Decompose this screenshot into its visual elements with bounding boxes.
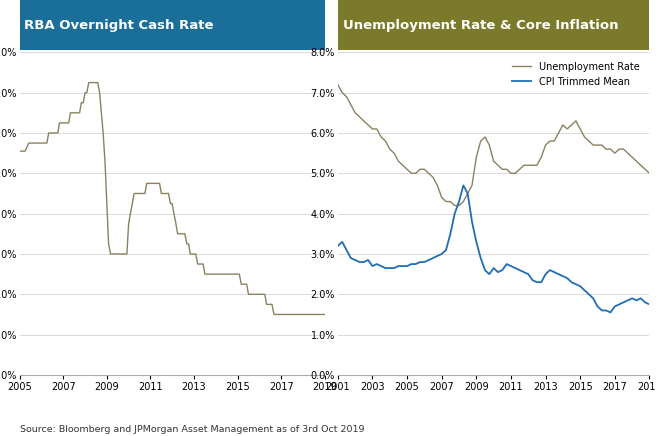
Unemployment Rate	[594, 143, 602, 148]
Unemployment Rate	[589, 143, 597, 148]
CPI Trimmed Mean	[459, 183, 467, 188]
Text: Source: Bloomberg and JPMorgan Asset Management as of 3rd Oct 2019: Source: Bloomberg and JPMorgan Asset Man…	[20, 425, 364, 434]
CPI Trimmed Mean	[360, 259, 368, 265]
Line: CPI Trimmed Mean: CPI Trimmed Mean	[338, 185, 656, 313]
CPI Trimmed Mean	[334, 243, 342, 249]
Text: RBA Overnight Cash Rate: RBA Overnight Cash Rate	[24, 19, 214, 31]
Unemployment Rate	[654, 159, 656, 164]
CPI Trimmed Mean	[594, 304, 602, 309]
Unemployment Rate	[451, 203, 459, 208]
CPI Trimmed Mean	[589, 296, 597, 301]
CPI Trimmed Mean	[602, 308, 610, 313]
CPI Trimmed Mean	[607, 310, 615, 315]
Unemployment Rate	[360, 118, 368, 123]
Line: Unemployment Rate: Unemployment Rate	[338, 85, 656, 205]
Text: Unemployment Rate & Core Inflation: Unemployment Rate & Core Inflation	[342, 19, 618, 31]
Unemployment Rate	[334, 82, 342, 87]
CPI Trimmed Mean	[654, 308, 656, 313]
Legend: Unemployment Rate, CPI Trimmed Mean: Unemployment Rate, CPI Trimmed Mean	[507, 57, 645, 92]
Unemployment Rate	[602, 146, 610, 152]
CPI Trimmed Mean	[628, 296, 636, 301]
Unemployment Rate	[581, 134, 588, 140]
CPI Trimmed Mean	[581, 288, 588, 293]
Unemployment Rate	[624, 150, 632, 156]
